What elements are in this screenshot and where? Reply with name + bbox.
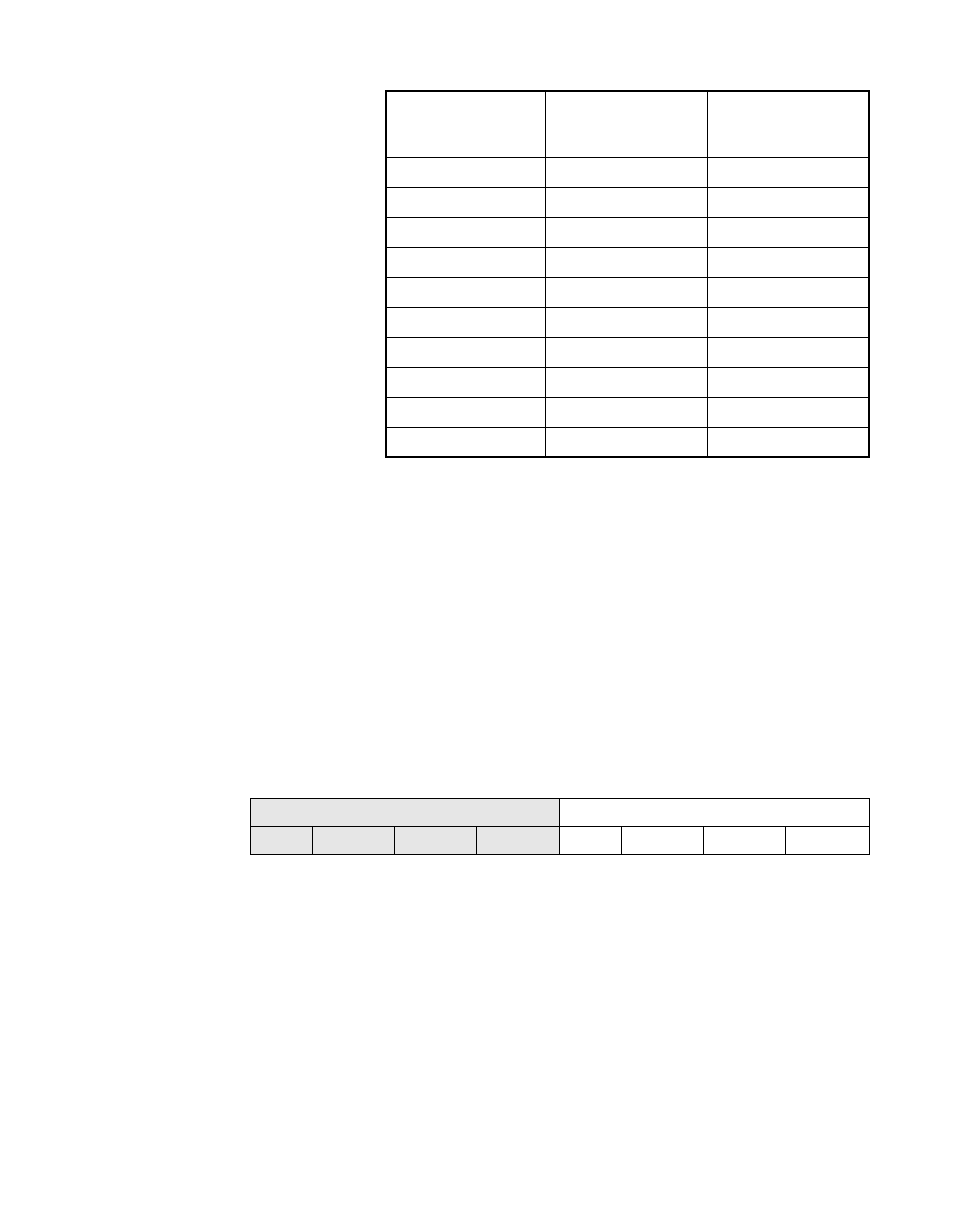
table-cell [545, 427, 707, 457]
spacer [90, 498, 864, 798]
table-2-header-right [560, 799, 870, 827]
table-cell [622, 827, 704, 855]
table-cell [386, 367, 545, 397]
table-cell [545, 187, 707, 217]
table-cell [560, 827, 622, 855]
table-1-header-row [386, 91, 869, 157]
table-2 [250, 798, 870, 855]
table-row [386, 247, 869, 277]
table-cell [386, 337, 545, 367]
table-cell [312, 827, 394, 855]
table-cell [476, 827, 560, 855]
table-row [386, 307, 869, 337]
table-cell [708, 187, 869, 217]
table-1 [385, 90, 870, 458]
table-cell [545, 337, 707, 367]
table1-container [385, 90, 864, 458]
table-cell [708, 367, 869, 397]
table-2-row-1 [251, 799, 870, 827]
table-cell [545, 217, 707, 247]
table-cell [386, 217, 545, 247]
table-row [386, 157, 869, 187]
page [0, 0, 954, 915]
table-cell [386, 277, 545, 307]
table-cell [708, 157, 869, 187]
table-cell [386, 307, 545, 337]
table-cell [386, 397, 545, 427]
table-cell [545, 157, 707, 187]
table-1-header-cell [386, 91, 545, 157]
table-cell [545, 247, 707, 277]
table2-container [250, 798, 864, 855]
table-2-row-2 [251, 827, 870, 855]
table-cell [786, 827, 870, 855]
table-row [386, 337, 869, 367]
table-cell [545, 307, 707, 337]
table-cell [386, 247, 545, 277]
table-cell [545, 277, 707, 307]
table-cell [545, 397, 707, 427]
table-cell [708, 247, 869, 277]
table-1-body [386, 157, 869, 457]
table-1-header-cell [708, 91, 869, 157]
table-cell [251, 827, 313, 855]
table-row [386, 187, 869, 217]
table-cell [545, 367, 707, 397]
table-cell [394, 827, 476, 855]
table-1-header-cell [545, 91, 707, 157]
table-2-header-left [251, 799, 560, 827]
table-cell [708, 397, 869, 427]
table-cell [708, 277, 869, 307]
table-row [386, 367, 869, 397]
table-row [386, 427, 869, 457]
table-cell [708, 307, 869, 337]
table-cell [708, 337, 869, 367]
table-cell [386, 427, 545, 457]
table-cell [708, 427, 869, 457]
table-row [386, 277, 869, 307]
table-row [386, 217, 869, 247]
table-cell [708, 217, 869, 247]
table-row [386, 397, 869, 427]
table-cell [704, 827, 786, 855]
table-cell [386, 187, 545, 217]
table-cell [386, 157, 545, 187]
